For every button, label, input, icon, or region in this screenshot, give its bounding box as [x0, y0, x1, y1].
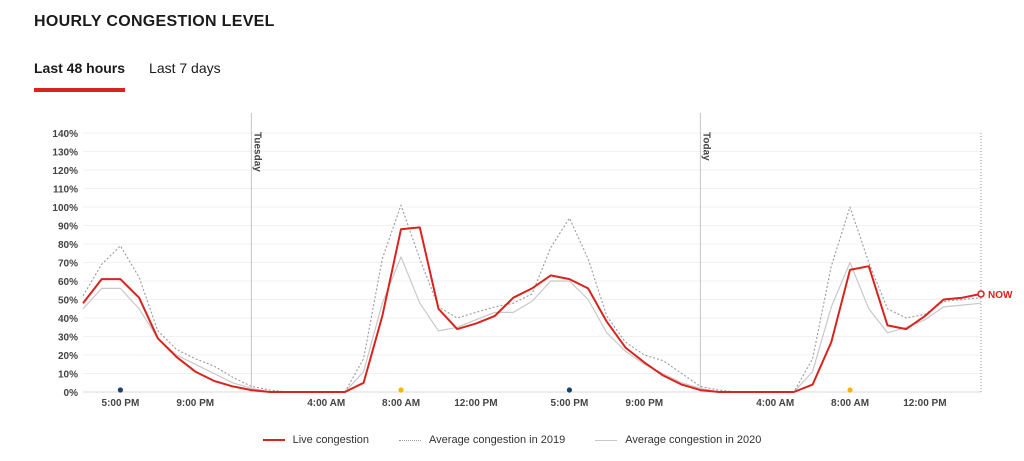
x-tick-label: 8:00 AM	[831, 398, 869, 409]
legend-swatch-live	[262, 439, 285, 441]
y-tick-label: 120%	[52, 166, 78, 177]
day-dot-marker	[398, 387, 404, 393]
y-tick-label: 30%	[58, 333, 78, 344]
legend-item-live: Live congestion	[262, 434, 370, 446]
series-line-avg-2019	[82, 204, 982, 393]
night-dot-marker	[117, 387, 124, 393]
y-tick-label: 80%	[58, 240, 78, 251]
y-tick-label: 20%	[58, 351, 78, 362]
x-tick-label: 4:00 AM	[307, 398, 345, 409]
day-dot-marker	[847, 387, 853, 393]
y-tick-label: 130%	[52, 148, 78, 159]
time-range-tabs: Last 48 hours Last 7 days	[34, 60, 245, 92]
legend-item-2019: Average congestion in 2019	[399, 434, 565, 446]
tab-last-48-hours[interactable]: Last 48 hours	[34, 60, 126, 92]
y-tick-label: 10%	[58, 370, 78, 381]
x-tick-label: 9:00 PM	[176, 398, 214, 409]
day-marker-label: Today	[700, 132, 711, 161]
now-label: NOW	[988, 290, 1013, 301]
x-tick-label: 4:00 AM	[756, 398, 794, 409]
y-tick-label: 0%	[64, 388, 79, 399]
y-tick-label: 110%	[53, 185, 78, 196]
legend-item-2020: Average congestion in 2020	[595, 434, 761, 446]
legend-label-live: Live congestion	[292, 434, 370, 446]
x-tick-label: 9:00 PM	[625, 398, 663, 409]
page-title: HOURLY CONGESTION LEVEL	[34, 13, 275, 30]
y-tick-label: 100%	[52, 203, 78, 214]
tab-last-7-days[interactable]: Last 7 days	[149, 60, 221, 76]
day-marker-label: Tuesday	[251, 132, 262, 172]
night-dot-marker	[566, 387, 573, 393]
x-tick-label: 5:00 PM	[102, 398, 140, 409]
series-line-live	[82, 226, 982, 393]
x-tick-label: 8:00 AM	[382, 398, 420, 409]
chart-legend: Live congestion Average congestion in 20…	[0, 434, 1024, 446]
y-tick-label: 60%	[58, 277, 78, 288]
x-tick-label: 12:00 PM	[454, 398, 497, 409]
x-tick-label: 12:00 PM	[903, 398, 946, 409]
legend-swatch-2020	[595, 439, 618, 441]
congestion-chart: 0% 10% 20% 30% 40% 50% 60% 70% 80% 90% 100% 110% 120…	[52, 113, 1013, 409]
legend-label-2020: Average congestion in 2020	[625, 434, 762, 446]
series-line-avg-2020	[82, 256, 982, 393]
y-tick-label: 50%	[58, 296, 78, 307]
y-tick-label: 140%	[52, 129, 78, 140]
x-tick-label: 5:00 PM	[551, 398, 589, 409]
now-point-marker	[977, 290, 985, 298]
y-tick-label: 40%	[58, 314, 78, 325]
y-tick-label: 70%	[58, 259, 78, 270]
legend-swatch-2019	[399, 439, 422, 441]
legend-label-2019: Average congestion in 2019	[429, 434, 566, 446]
y-tick-label: 90%	[58, 222, 78, 233]
